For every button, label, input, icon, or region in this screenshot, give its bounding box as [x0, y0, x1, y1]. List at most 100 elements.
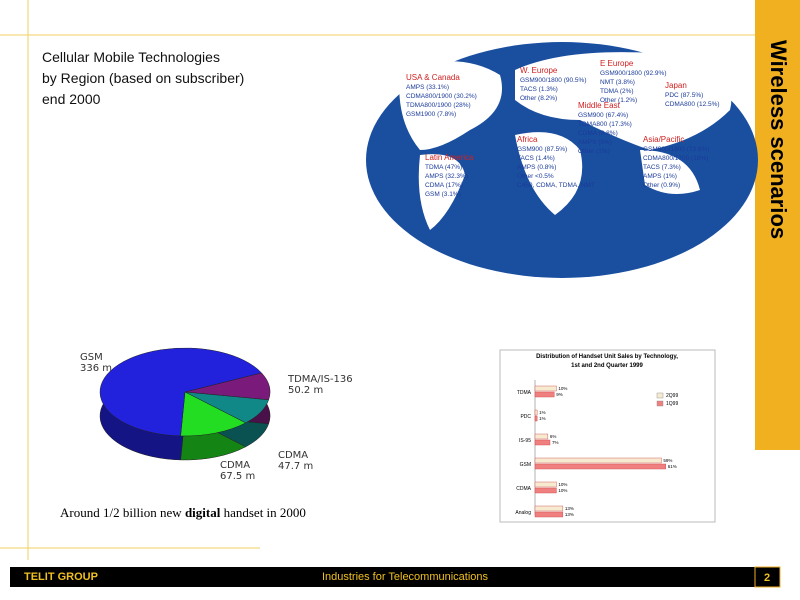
value-label: 13% [565, 512, 574, 517]
pie-label: GSM [80, 352, 103, 363]
region-line: TDMA800 (17.3%) [578, 121, 632, 128]
region-title: USA & Canada [406, 73, 460, 82]
region-line: Other (8.2%) [520, 95, 557, 102]
value-label: 59% [663, 458, 672, 463]
region-line: TACS (1.3%) [520, 86, 558, 93]
footer-bar [10, 567, 780, 587]
footer-center: Industries for Telecommunications [322, 571, 489, 583]
y-tick-label: IS-95 [519, 438, 531, 444]
bar [534, 463, 666, 470]
title: by Region (based on subscriber) [42, 70, 244, 86]
title: Cellular Mobile Technologies [42, 49, 220, 65]
region-line: Other (1.2%) [600, 97, 637, 104]
region-line: AMPS (33.1%) [406, 84, 449, 91]
region-line: AMPS (0.8%) [517, 164, 556, 171]
region-line: TDMA800/1900 (28%) [406, 102, 471, 109]
region-line: CDMA800/1700 (18%) [643, 155, 708, 162]
region-title: Africa [517, 135, 538, 144]
value-label: 1% [539, 410, 546, 415]
region-title: Latin America [425, 153, 474, 162]
region-line: GSM900/1800 (90.5%) [520, 77, 586, 84]
page-box [754, 566, 781, 588]
value-label: 10% [558, 482, 567, 487]
bar [534, 433, 549, 440]
value-label: 1% [539, 416, 546, 421]
region-line: CDMA (17%) [425, 182, 463, 189]
legend-label: 1Q99 [666, 401, 678, 407]
pie-label: CDMA [220, 460, 250, 471]
bar [534, 481, 557, 488]
region-line: GSM900 (67.4%) [578, 112, 628, 119]
region-line: NMT (3.8%) [600, 79, 635, 86]
y-tick-label: TDMA [517, 390, 532, 396]
region-line: GSM900 (87.5%) [517, 146, 567, 153]
region-line: Other (0.9%) [643, 182, 680, 189]
region-line: TDMA (47%) [425, 164, 462, 171]
value-label: 7% [552, 440, 559, 445]
region-line: TDMA (2%) [600, 88, 634, 95]
y-tick-label: Analog [515, 510, 531, 516]
legend-label: 2Q99 [666, 393, 678, 399]
region-line: AMPS (32.3%) [425, 173, 468, 180]
pie-label: TDMA/IS-136 [287, 374, 353, 385]
chart-frame [499, 349, 716, 523]
bar [534, 385, 557, 392]
region-line: PDC (87.5%) [665, 92, 703, 99]
caption-text: handset in 2000 [220, 505, 306, 520]
region-title: E Europe [600, 59, 634, 68]
y-tick-label: GSM [520, 462, 531, 468]
value-label: 10% [558, 386, 567, 391]
pie-value-label: 336 m [80, 363, 112, 374]
pie-slice [99, 347, 263, 437]
chart-title: Distribution of Handset Unit Sales by Te… [536, 354, 678, 360]
bar [534, 505, 564, 512]
pie-label: CDMA [278, 450, 308, 461]
value-label: 10% [558, 488, 567, 493]
y-tick-label: CDMA [516, 486, 531, 492]
region-line: GSM900/1800 (73.6%) [643, 146, 709, 153]
map-land [399, 52, 732, 231]
legend-swatch [656, 400, 664, 407]
value-label: 6% [550, 434, 557, 439]
region-title: Japan [665, 81, 687, 90]
side-band [755, 0, 800, 450]
region-title: W. Europe [520, 66, 558, 75]
bar [534, 457, 662, 464]
pie-slice [180, 391, 247, 437]
region-line: TACS (1.4%) [517, 155, 555, 162]
side-title: Wireless scenarios [766, 40, 791, 239]
region-line: CDMA800/1900 (30.2%) [406, 93, 477, 100]
value-label: 13% [565, 506, 574, 511]
region-line: Other (1%) [578, 148, 610, 155]
region-line: TACS (7.3%) [643, 164, 681, 171]
legend-swatch [656, 392, 664, 399]
region-line: Other <0.5% [517, 173, 554, 180]
bar [534, 409, 538, 416]
region-line: C450, CDMA, TDMA, NMT [517, 182, 595, 189]
y-tick-label: PDC [520, 414, 531, 420]
pie-value-label: 50.2 m [288, 385, 323, 396]
value-label: 61% [668, 464, 677, 469]
chart-subtitle: 1st and 2nd Quarter 1999 [571, 363, 643, 369]
region-line: CDMA (8.8%) [578, 130, 618, 137]
bar [534, 415, 538, 422]
bar [534, 511, 564, 518]
region-line: GSM (3.1%) [425, 191, 461, 198]
region-line: GSM900/1800 (92.9%) [600, 70, 666, 77]
region-line: GSM1900 (7.8%) [406, 111, 456, 118]
page-number: 2 [764, 572, 770, 584]
region-title: Middle East [578, 101, 621, 110]
pie-value-label: 67.5 m [220, 471, 255, 482]
region-title: Asia/Pacific [643, 135, 684, 144]
caption-text: digital [185, 505, 221, 520]
footer-left: TELIT GROUP [24, 571, 98, 583]
caption: Around 1/2 billion new digital handset i… [60, 505, 306, 520]
region-line: AMPS (1%) [643, 173, 677, 180]
value-label: 9% [556, 392, 563, 397]
caption-text: Around 1/2 billion new [60, 505, 185, 520]
bar [534, 487, 557, 494]
bar [534, 391, 555, 398]
bar [534, 439, 551, 446]
